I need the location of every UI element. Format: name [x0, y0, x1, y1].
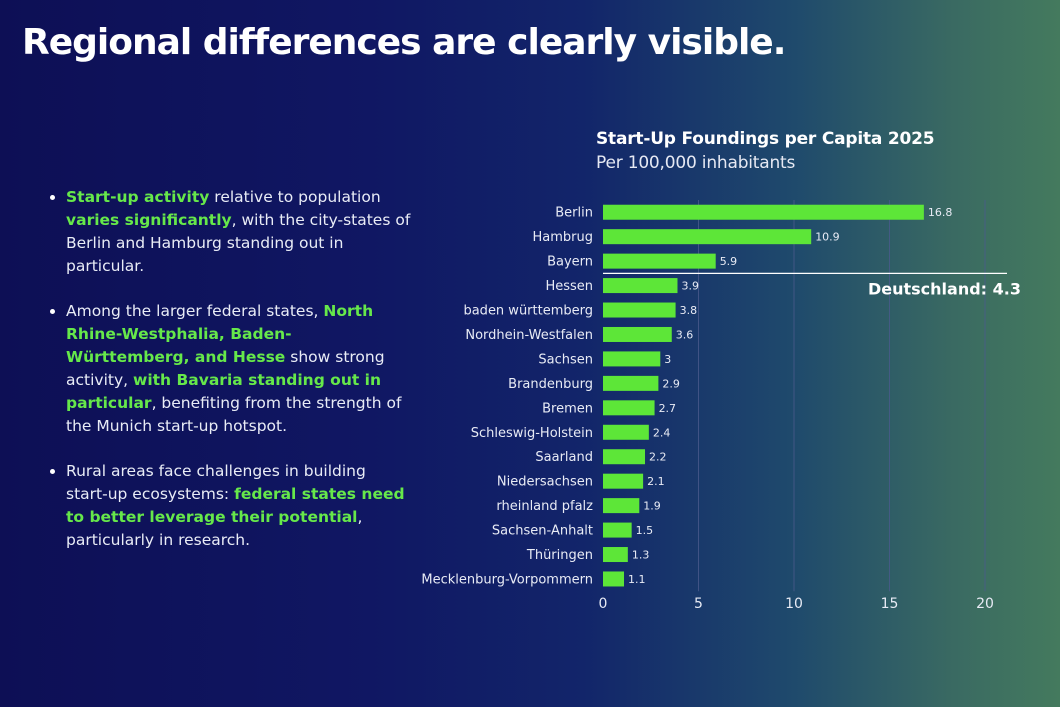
bar: [603, 522, 632, 538]
value-label: 1.1: [628, 573, 646, 586]
category-label: Bayern: [547, 255, 593, 270]
category-label: baden württemberg: [463, 304, 593, 319]
value-label: 5.9: [720, 255, 738, 268]
bullet-text: , particularly in research.: [66, 508, 363, 549]
value-label: 2.4: [653, 426, 671, 439]
value-label: 10.9: [815, 231, 840, 244]
bullet-item-2: Among the larger federal states, North R…: [66, 300, 412, 438]
bar: [603, 351, 661, 367]
bar: [603, 400, 655, 416]
category-label: Niedersachsen: [497, 475, 593, 490]
x-tick-label: 10: [785, 596, 803, 612]
bullet-text: show strong activity,: [66, 348, 385, 389]
value-label: 3.9: [681, 280, 699, 293]
value-label: 1.9: [643, 500, 661, 513]
category-label: Sachsen: [538, 352, 593, 367]
value-label: 3: [664, 353, 671, 366]
x-tick-label: 15: [881, 596, 899, 612]
x-tick-label: 0: [599, 596, 608, 612]
highlight-text: with Bavaria standing out in particular: [66, 371, 382, 412]
gridlines: [698, 200, 986, 592]
category-label: Berlin: [555, 206, 593, 221]
value-label: 2.7: [659, 402, 677, 415]
value-label: 16.8: [928, 206, 953, 219]
highlight-text: varies significantly: [66, 211, 232, 229]
bullet-text: Among the larger federal states,: [66, 302, 324, 320]
category-label: Bremen: [542, 401, 593, 416]
bullet-text: Rural areas face challenges in building …: [66, 462, 366, 503]
labels: 0 5 10 15 20 Berlin 16.8 Hambrug 10.9 Bayern 5.9 He…: [421, 206, 1021, 612]
bullet-text: , with the city-states of Berlin and Ham…: [66, 211, 411, 275]
category-label: Hessen: [545, 279, 593, 294]
bar: [603, 302, 676, 318]
bar: [603, 326, 672, 342]
bullet-text: , benefiting from the strength of the Mu…: [66, 394, 402, 435]
x-tick-label: 20: [976, 596, 994, 612]
bars: [603, 204, 924, 587]
bar: [603, 424, 649, 440]
category-label: Schleswig-Holstein: [471, 426, 593, 441]
category-label: rheinland pfalz: [496, 499, 593, 514]
category-label: Thüringen: [526, 548, 593, 563]
bar: [603, 375, 659, 391]
category-label: Hambrug: [533, 230, 594, 245]
bullet-list: Start-up activity relative to population…: [44, 186, 412, 574]
value-label: 2.1: [647, 475, 665, 488]
bar: [603, 229, 812, 245]
category-label: Brandenburg: [508, 377, 593, 392]
highlight-text: federal states need to better leverage t…: [66, 485, 405, 526]
value-label: 1.5: [636, 524, 654, 537]
reference-label: Deutschland: 4.3: [868, 279, 1021, 298]
highlight-text: North Rhine-Westphalia, Baden-Württember…: [66, 302, 374, 366]
bar: [603, 498, 640, 514]
value-label: 1.3: [632, 549, 650, 562]
bar: [603, 278, 678, 294]
bullet-item-1: Start-up activity relative to population…: [66, 186, 412, 278]
bar: [603, 253, 716, 269]
bullet-item-3: Rural areas face challenges in building …: [66, 460, 412, 552]
category-label: Nordhein-Westfalen: [465, 328, 593, 343]
category-label: Saarland: [535, 450, 593, 465]
bar: [603, 547, 628, 563]
category-label: Sachsen-Anhalt: [492, 524, 593, 539]
value-label: 3.8: [680, 304, 698, 317]
highlight-text: Start-up activity: [66, 188, 210, 206]
value-label: 2.2: [649, 451, 667, 464]
bar: [603, 473, 644, 489]
chart-title: Start-Up Foundings per Capita 2025: [596, 129, 935, 149]
bar: [603, 571, 625, 587]
chart-subtitle: Per 100,000 inhabitants: [596, 153, 796, 173]
slide-title: Regional differences are clearly visible…: [22, 22, 786, 63]
value-label: 2.9: [662, 377, 680, 390]
category-label: Mecklenburg-Vorpommern: [421, 572, 593, 587]
x-tick-label: 5: [694, 596, 703, 612]
value-label: 3.6: [676, 328, 694, 341]
bar: [603, 204, 924, 220]
bullet-text: relative to population: [209, 188, 381, 206]
bar: [603, 449, 646, 465]
